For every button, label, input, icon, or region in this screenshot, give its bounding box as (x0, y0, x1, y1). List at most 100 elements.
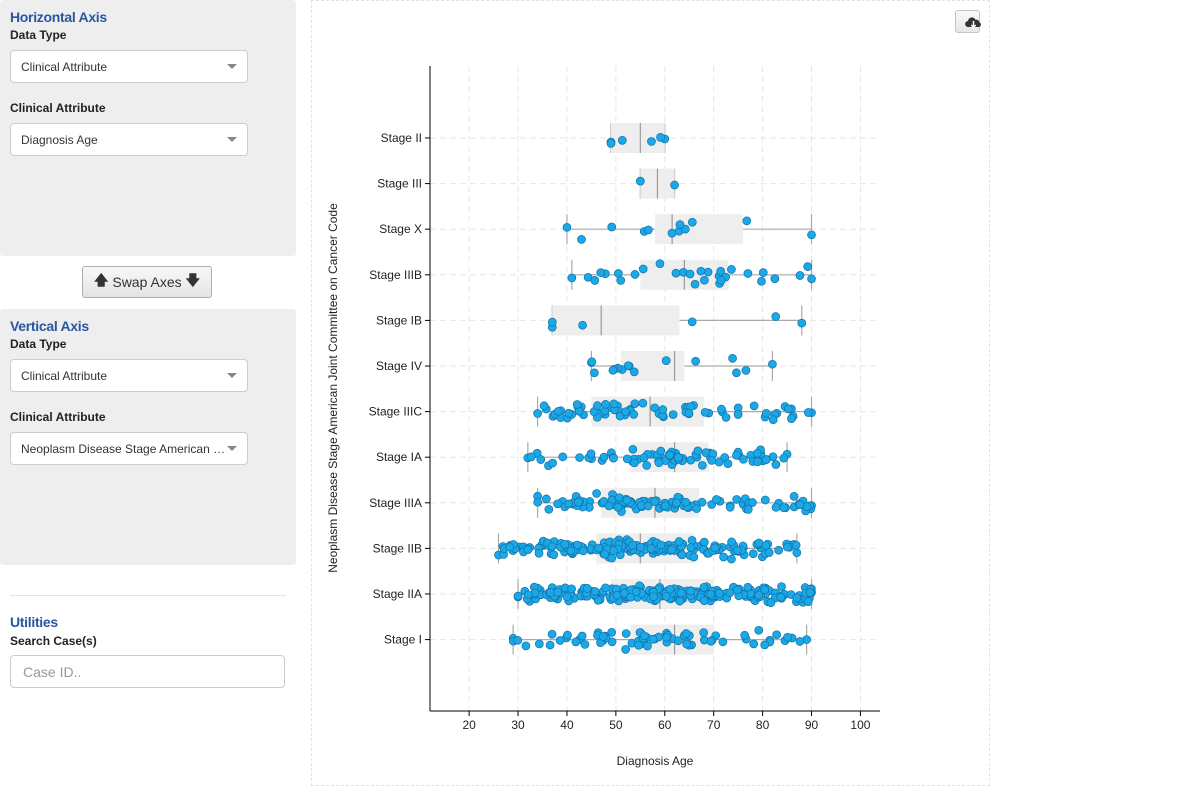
data-point (656, 540, 666, 550)
swap-axes-button[interactable]: 🡅 Swap Axes 🡇 (82, 266, 212, 298)
data-point (687, 535, 697, 545)
data-point (686, 586, 695, 596)
data-point (743, 505, 753, 514)
data-point (562, 222, 572, 232)
data-point (698, 460, 707, 470)
data-point (771, 312, 781, 321)
data-point (590, 587, 600, 596)
data-point (723, 459, 733, 469)
data-point (536, 455, 546, 464)
data-point (707, 456, 717, 465)
data-point (760, 495, 770, 505)
data-point (768, 415, 778, 425)
data-point (795, 500, 805, 510)
data-point (616, 276, 626, 285)
arrow-down-icon: 🡇 (185, 272, 201, 288)
swap-axes-label: Swap Axes (112, 274, 182, 290)
data-point (523, 545, 533, 555)
vertical-attribute-select[interactable]: Neoplasm Disease Stage American J... (10, 432, 248, 465)
data-point (513, 591, 523, 601)
data-point (628, 540, 637, 550)
data-point (661, 356, 671, 365)
data-point (772, 630, 781, 640)
data-point (594, 543, 604, 553)
data-point (758, 268, 768, 277)
vertical-axis-title: Vertical Axis (10, 318, 89, 334)
data-point (741, 366, 751, 375)
x-tick-label: 20 (462, 718, 476, 732)
data-point (783, 542, 792, 552)
data-point (545, 640, 555, 650)
data-point (682, 639, 692, 649)
data-point (727, 537, 736, 547)
horizontal-data-type-select[interactable]: Clinical Attribute (10, 50, 248, 83)
data-point (622, 495, 632, 505)
data-point (513, 635, 523, 645)
data-point (740, 630, 750, 640)
data-point (718, 637, 728, 647)
data-point (754, 590, 764, 600)
data-point (742, 216, 752, 226)
data-point (671, 268, 681, 278)
data-point (771, 502, 781, 512)
data-point (564, 499, 574, 509)
data-point (541, 494, 551, 504)
data-point (784, 404, 793, 414)
data-point (761, 455, 771, 464)
data-point (639, 453, 649, 463)
data-point (547, 317, 557, 327)
y-tick-label: Stage IA (376, 450, 422, 464)
data-point (631, 587, 641, 597)
data-point (656, 133, 665, 142)
data-point (792, 593, 802, 603)
data-point (629, 410, 639, 419)
data-point (567, 584, 576, 594)
data-point (766, 598, 776, 607)
caret-down-icon (227, 373, 237, 378)
data-point (760, 640, 770, 650)
caret-down-icon (227, 64, 237, 69)
data-point (700, 275, 709, 285)
data-point (582, 584, 592, 593)
data-point (706, 589, 715, 599)
download-button[interactable] (955, 10, 981, 33)
data-point (621, 629, 631, 638)
data-point (712, 495, 721, 504)
data-point (672, 498, 681, 508)
data-point (703, 267, 713, 277)
data-point (658, 405, 668, 415)
data-point (748, 498, 757, 507)
data-point (783, 632, 792, 642)
horizontal-data-type-label: Data Type (10, 28, 67, 42)
data-point (533, 409, 542, 418)
data-point (598, 632, 608, 641)
data-point (699, 596, 709, 606)
data-point (634, 640, 644, 650)
data-point (643, 225, 653, 235)
data-point (673, 636, 683, 646)
data-point (739, 454, 748, 464)
data-point (686, 543, 696, 553)
vertical-data-type-select[interactable]: Clinical Attribute (10, 359, 248, 392)
data-point (621, 645, 630, 654)
y-axis-title: Neoplasm Disease Stage American Joint Co… (326, 203, 340, 573)
data-point (662, 633, 671, 642)
data-point (604, 501, 614, 511)
horizontal-attribute-select[interactable]: Diagnosis Age (10, 123, 248, 156)
x-axis-title: Diagnosis Age (617, 754, 694, 768)
data-point (803, 408, 813, 417)
data-point (553, 406, 563, 416)
y-tick-label: Stage IIA (373, 587, 422, 601)
data-point (660, 501, 670, 511)
data-point (691, 356, 700, 366)
case-search-input[interactable] (10, 655, 285, 688)
arrow-up-icon: 🡅 (93, 272, 109, 288)
cloud-download-icon (965, 17, 981, 29)
data-point (764, 548, 774, 557)
data-point (612, 590, 622, 600)
y-tick-label: Stage I (384, 633, 422, 647)
caret-down-icon (227, 446, 237, 451)
data-point (673, 453, 683, 462)
y-tick-label: Stage III (377, 177, 422, 191)
data-point (580, 640, 590, 649)
